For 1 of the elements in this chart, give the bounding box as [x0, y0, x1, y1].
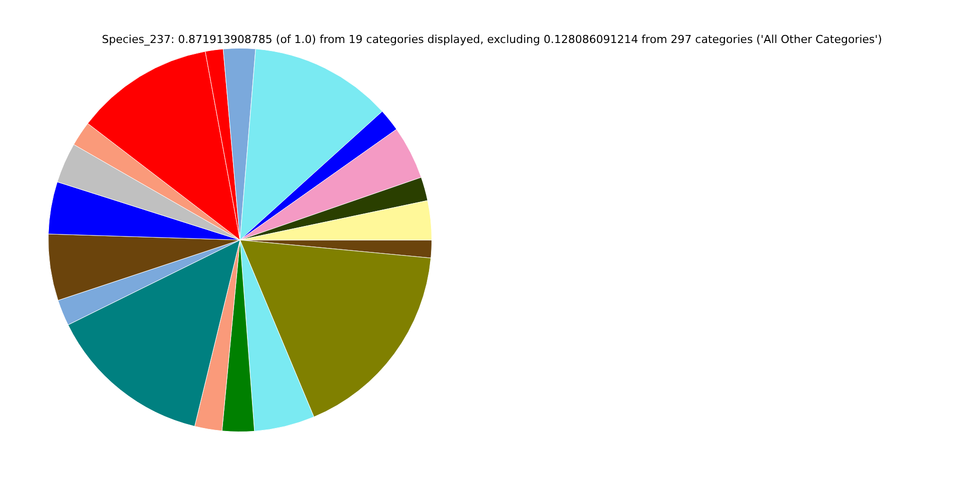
text: Species_237: 0.871913908785 (of 1.0) from 19 categories displayed, excluding 0.128086091214 from 297 categories ('All Other Categories') [102, 32, 882, 46]
